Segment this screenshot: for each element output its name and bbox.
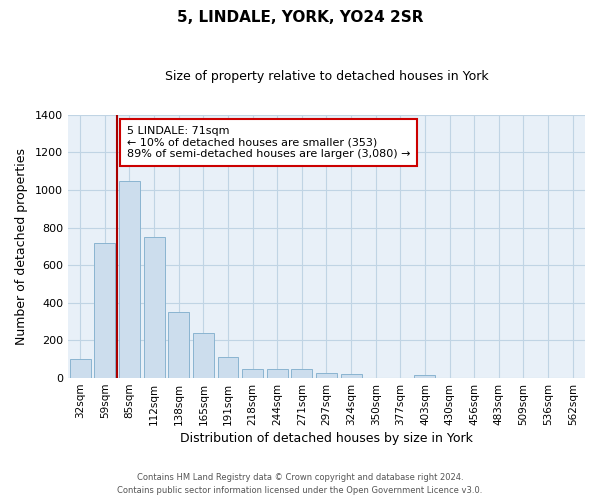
Bar	[70, 360, 91, 378]
Text: Contains HM Land Registry data © Crown copyright and database right 2024.
Contai: Contains HM Land Registry data © Crown c…	[118, 474, 482, 495]
Bar	[168, 312, 189, 378]
Bar	[242, 368, 263, 378]
Title: Size of property relative to detached houses in York: Size of property relative to detached ho…	[164, 70, 488, 83]
Bar	[316, 374, 337, 378]
Text: 5, LINDALE, YORK, YO24 2SR: 5, LINDALE, YORK, YO24 2SR	[177, 10, 423, 25]
Bar	[119, 180, 140, 378]
X-axis label: Distribution of detached houses by size in York: Distribution of detached houses by size …	[180, 432, 473, 445]
Bar	[292, 368, 313, 378]
Bar	[415, 375, 436, 378]
Y-axis label: Number of detached properties: Number of detached properties	[15, 148, 28, 345]
Bar	[341, 374, 362, 378]
Bar	[143, 237, 164, 378]
Bar	[218, 358, 238, 378]
Text: 5 LINDALE: 71sqm
← 10% of detached houses are smaller (353)
89% of semi-detached: 5 LINDALE: 71sqm ← 10% of detached house…	[127, 126, 410, 159]
Bar	[193, 333, 214, 378]
Bar	[267, 368, 287, 378]
Bar	[94, 242, 115, 378]
